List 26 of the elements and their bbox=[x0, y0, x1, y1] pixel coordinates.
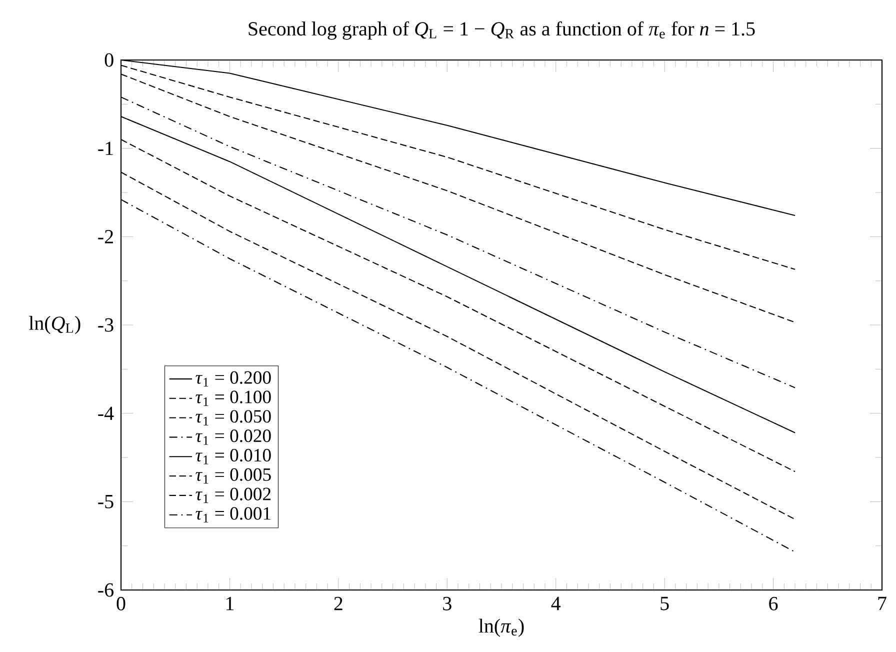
y-tick-label: -6 bbox=[98, 583, 114, 597]
x-tick-label: 5 bbox=[660, 596, 669, 610]
y-tick-label: -5 bbox=[98, 495, 114, 508]
x-tick-label: 0 bbox=[116, 596, 126, 610]
y-tick-label: 0 bbox=[104, 53, 114, 67]
legend-label: τ$_{1}$ = 0.050 bbox=[196, 410, 271, 426]
x-axis-title: ln(π$_{e}$) bbox=[478, 618, 524, 637]
legend-label: τ$_{1}$ = 0.020 bbox=[196, 429, 271, 445]
y-tick-label: -3 bbox=[98, 318, 114, 332]
x-tick-label: 1 bbox=[226, 596, 234, 610]
legend-label: τ$_{1}$ = 0.001 bbox=[196, 507, 270, 522]
y-tick-label: -2 bbox=[98, 230, 113, 244]
x-tick-label: 3 bbox=[443, 596, 452, 610]
x-tick-label: 2 bbox=[334, 596, 342, 610]
legend-label: τ$_{1}$ = 0.100 bbox=[196, 390, 271, 406]
legend-label: τ$_{1}$ = 0.010 bbox=[196, 448, 271, 464]
legend-label: τ$_{1}$ = 0.200 bbox=[196, 371, 271, 387]
legend-label: τ$_{1}$ = 0.005 bbox=[196, 468, 271, 484]
y-tick-label: -4 bbox=[98, 406, 114, 420]
x-tick-label: 6 bbox=[769, 596, 778, 610]
x-tick-label: 7 bbox=[878, 596, 886, 610]
y-tick-label: -1 bbox=[98, 142, 113, 155]
legend-label: τ$_{1}$ = 0.002 bbox=[196, 488, 271, 504]
chart-title: Second log graph of Q$_{L}$ = 1 − Q$_{R}$ as a function of π$_{e}$ for n = 1.5 bbox=[248, 21, 755, 40]
x-tick-label: 4 bbox=[551, 596, 561, 610]
y-axis-title: ln(Q$_{L}$) bbox=[29, 316, 80, 334]
